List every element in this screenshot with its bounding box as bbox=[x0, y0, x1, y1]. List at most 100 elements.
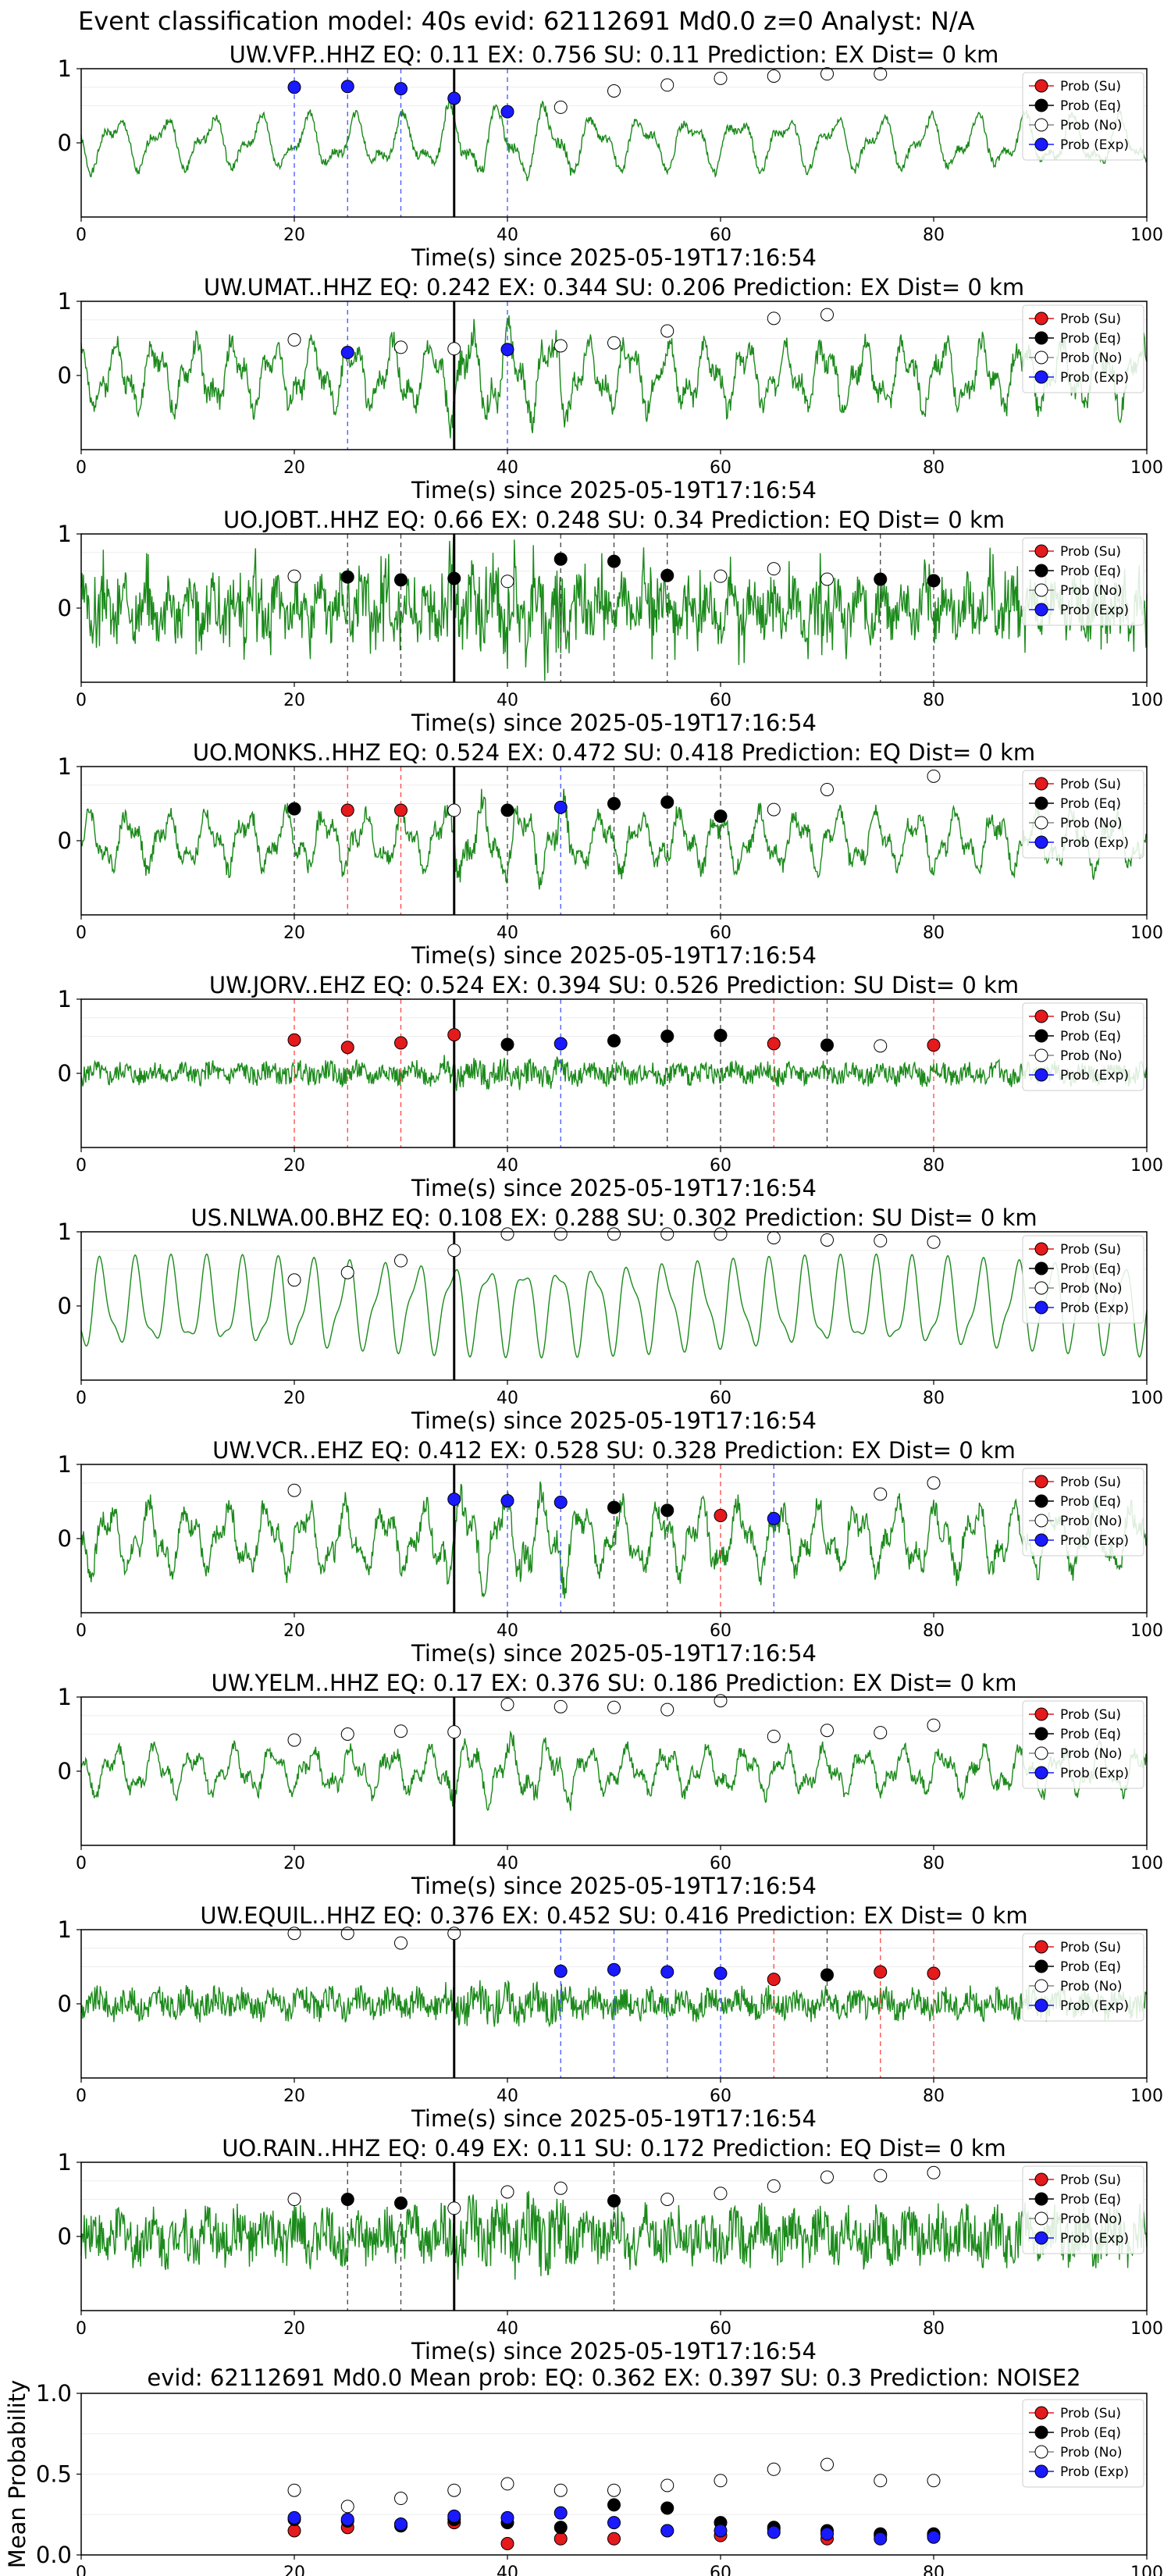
panel-7-xtick-label-60: 60 bbox=[710, 1621, 731, 1641]
panel-7-legend-label-no: Prob (No) bbox=[1060, 1514, 1123, 1529]
panel-3-prob-marker-30 bbox=[394, 573, 408, 587]
panel-3-prob-marker-55 bbox=[660, 568, 674, 582]
panel-9-prob-marker-50 bbox=[607, 1962, 621, 1976]
panel-2-xtick-label-0: 0 bbox=[76, 458, 87, 478]
panel-2-legend-marker-eq bbox=[1034, 331, 1048, 345]
panel-1-prob-marker-75 bbox=[874, 67, 888, 81]
panel-1-legend-label-no: Prob (No) bbox=[1060, 118, 1123, 133]
summary-legend-box bbox=[1022, 2399, 1144, 2488]
panel-10-legend-box bbox=[1022, 2165, 1144, 2254]
summary-point-su-40 bbox=[500, 2537, 514, 2551]
panel-5-title: UW.JORV..EHZ EQ: 0.524 EX: 0.394 SU: 0.5… bbox=[209, 972, 1019, 998]
panel-4-prob-marker-50 bbox=[607, 797, 621, 810]
panel-4-prob-marker-65 bbox=[767, 802, 781, 817]
panel-1-prob-marker-25 bbox=[340, 80, 354, 94]
panel-5-prob-marker-50 bbox=[607, 1034, 621, 1048]
panel-2-ytick-label-0: 0 bbox=[58, 362, 72, 389]
panel-2-legend-label-exp: Prob (Exp) bbox=[1060, 370, 1129, 386]
panel-8-ytick-label-0: 0 bbox=[58, 1758, 72, 1784]
panel-9-prob-marker-75 bbox=[874, 1965, 888, 1979]
panel-4-xtick-label-100: 100 bbox=[1130, 923, 1163, 943]
panel-10-legend-label-eq: Prob (Eq) bbox=[1060, 2192, 1121, 2208]
panel-2-xlabel: Time(s) since 2025-05-19T17:16:54 bbox=[411, 477, 817, 503]
panel-6-legend-box bbox=[1022, 1235, 1144, 1324]
panel-4-ytick-label-1: 1 bbox=[58, 753, 72, 780]
panel-5-legend-label-su: Prob (Su) bbox=[1060, 1009, 1121, 1025]
summary-point-exp-40 bbox=[500, 2510, 514, 2524]
panel-7-title: UW.VCR..EHZ EQ: 0.412 EX: 0.528 SU: 0.32… bbox=[212, 1437, 1016, 1464]
panel-10-legend-label-no: Prob (No) bbox=[1060, 2211, 1123, 2227]
summary-legend-label-su: Prob (Su) bbox=[1060, 2406, 1121, 2421]
panel-6-prob-marker-25 bbox=[340, 1265, 354, 1279]
panel-5-xlabel: Time(s) since 2025-05-19T17:16:54 bbox=[411, 1175, 817, 1201]
panel-8-xtick-label-100: 100 bbox=[1130, 1854, 1163, 1873]
panel-10-xlabel: Time(s) since 2025-05-19T17:16:54 bbox=[411, 2338, 817, 2364]
summary-point-eq-55 bbox=[660, 2501, 674, 2515]
panel-2-prob-marker-70 bbox=[820, 308, 834, 322]
panel-9-title: UW.EQUIL..HHZ EQ: 0.376 EX: 0.452 SU: 0.… bbox=[200, 1902, 1027, 1929]
panel-3-legend-label-su: Prob (Su) bbox=[1060, 544, 1121, 560]
panel-4-prob-marker-45 bbox=[553, 800, 568, 814]
panel-6-legend-label-no: Prob (No) bbox=[1060, 1281, 1123, 1297]
panel-10-prob-marker-45 bbox=[553, 2181, 568, 2195]
panel-3-prob-marker-45 bbox=[553, 552, 568, 566]
panel-6-legend-label-su: Prob (Su) bbox=[1060, 1242, 1121, 1258]
summary-legend-label-no: Prob (No) bbox=[1060, 2445, 1123, 2460]
panel-7-legend-box bbox=[1022, 1468, 1144, 1557]
panel-6-prob-marker-60 bbox=[714, 1227, 728, 1241]
panel-5-xtick-label-0: 0 bbox=[76, 1156, 87, 1176]
panel-9-prob-marker-20 bbox=[287, 1927, 301, 1941]
panel-5-prob-marker-35 bbox=[447, 1028, 461, 1042]
summary-point-su-20 bbox=[287, 2524, 301, 2538]
panel-8-legend-label-no: Prob (No) bbox=[1060, 1746, 1123, 1762]
panel-1-ytick-label-0: 0 bbox=[58, 130, 72, 156]
panel-1: UW.VFP..HHZ EQ: 0.11 EX: 0.756 SU: 0.11 … bbox=[58, 41, 1163, 271]
panel-10: UO.RAIN..HHZ EQ: 0.49 EX: 0.11 SU: 0.172… bbox=[58, 2135, 1163, 2364]
panel-8-legend-marker-exp bbox=[1034, 1766, 1048, 1780]
panel-3-xtick-label-0: 0 bbox=[76, 691, 87, 710]
panel-6-legend-marker-su bbox=[1034, 1242, 1048, 1256]
panel-3-ytick-label-0: 0 bbox=[58, 595, 72, 621]
panel-10-legend-marker-no bbox=[1034, 2211, 1048, 2226]
summary-xtick-label-100: 100 bbox=[1130, 2564, 1163, 2576]
panel-5-legend-label-eq: Prob (Eq) bbox=[1060, 1029, 1121, 1044]
summary-point-no-25 bbox=[340, 2500, 354, 2514]
panel-1-prob-marker-55 bbox=[660, 78, 674, 92]
panel-5-legend-marker-exp bbox=[1034, 1068, 1048, 1082]
panel-8-waveform bbox=[80, 1730, 1148, 1811]
panel-7-xtick-label-80: 80 bbox=[923, 1621, 945, 1641]
panel-1-xtick-label-40: 40 bbox=[497, 226, 518, 245]
panel-1-prob-marker-45 bbox=[553, 100, 568, 114]
summary-point-su-45 bbox=[553, 2532, 568, 2546]
panel-1-legend-label-eq: Prob (Eq) bbox=[1060, 98, 1121, 114]
panel-6-xtick-label-100: 100 bbox=[1130, 1389, 1163, 1408]
panel-9-xtick-label-0: 0 bbox=[76, 2087, 87, 2106]
panel-7-prob-marker-55 bbox=[660, 1503, 674, 1517]
panel-9-legend-marker-su bbox=[1034, 1940, 1048, 1954]
panel-5-prob-marker-45 bbox=[553, 1037, 568, 1051]
panel-10-xtick-label-0: 0 bbox=[76, 2319, 87, 2339]
panel-3-xtick-label-20: 20 bbox=[283, 691, 305, 710]
panel-5-legend-marker-eq bbox=[1034, 1029, 1048, 1043]
panel-8-prob-marker-35 bbox=[447, 1725, 461, 1739]
summary-point-exp-65 bbox=[767, 2525, 781, 2539]
summary-point-exp-80 bbox=[927, 2530, 941, 2544]
panel-4-legend-box bbox=[1022, 770, 1144, 859]
panel-9-legend-label-no: Prob (No) bbox=[1060, 1979, 1123, 1994]
summary-point-exp-35 bbox=[447, 2509, 461, 2523]
panel-6-xtick-label-0: 0 bbox=[76, 1389, 87, 1408]
panel-1-legend-marker-eq bbox=[1034, 98, 1048, 112]
panel-6-prob-marker-35 bbox=[447, 1244, 461, 1258]
panel-4-title: UO.MONKS..HHZ EQ: 0.524 EX: 0.472 SU: 0.… bbox=[193, 739, 1035, 766]
panel-9-xtick-label-60: 60 bbox=[710, 2087, 731, 2106]
panel-6-ytick-label-1: 1 bbox=[58, 1219, 72, 1245]
figure-title: Event classification model: 40s evid: 62… bbox=[78, 6, 975, 36]
panel-9-legend-box bbox=[1022, 1933, 1144, 2022]
panel-5-waveform bbox=[80, 1055, 1148, 1091]
panel-7-prob-marker-65 bbox=[767, 1511, 781, 1525]
panel-10-legend-label-su: Prob (Su) bbox=[1060, 2172, 1121, 2188]
panel-9-prob-marker-25 bbox=[340, 1927, 354, 1941]
panel-7-xtick-label-100: 100 bbox=[1130, 1621, 1163, 1641]
summary-point-no-50 bbox=[607, 2483, 621, 2497]
panel-5-xtick-label-40: 40 bbox=[497, 1156, 518, 1176]
